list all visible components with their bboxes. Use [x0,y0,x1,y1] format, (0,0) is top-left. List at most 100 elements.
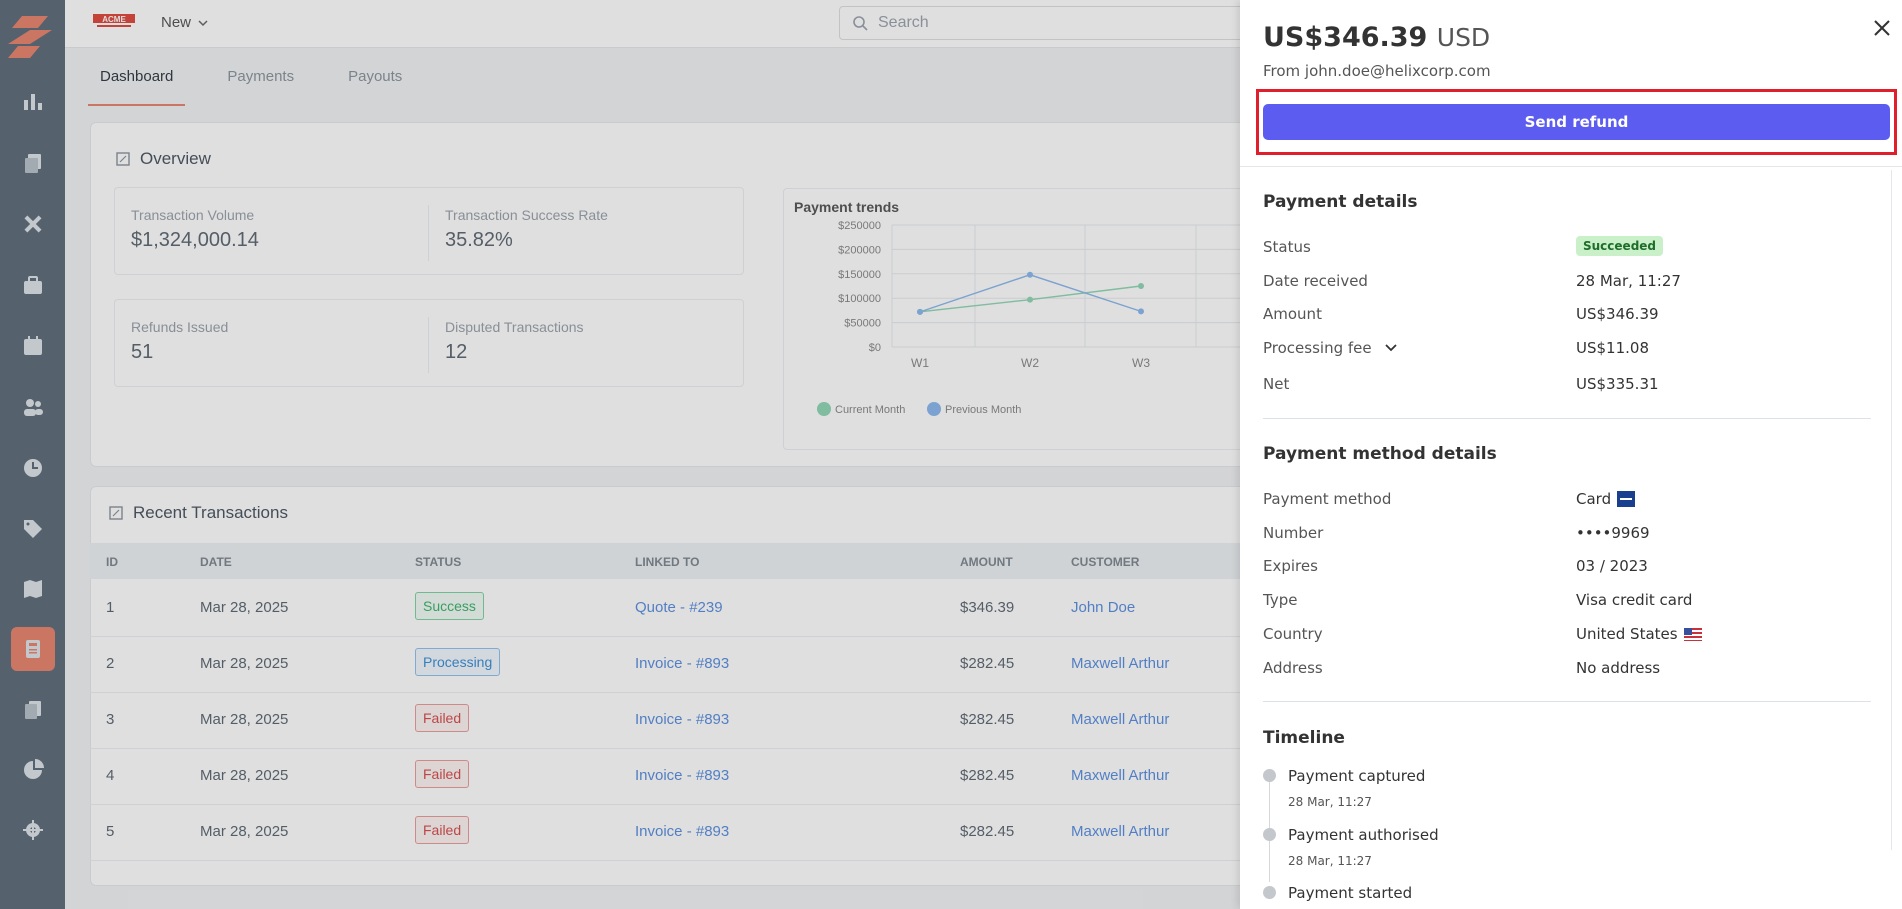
linked-to-link[interactable]: Invoice - #893 [635,655,730,672]
timeline-event-time: 28 Mar, 11:27 [1288,795,1372,809]
sidebar-item-settings[interactable] [14,811,52,849]
fee-label: Processing fee [1263,339,1372,357]
timeline-dot [1263,828,1276,841]
column-header[interactable]: STATUS [415,555,462,569]
cell-date: Mar 28, 2025 [200,823,289,840]
y-tick-label: $150000 [838,269,881,281]
table-row[interactable]: 2 Mar 28, 2025 Processing Invoice - #893 $28… [90,637,1270,693]
cell-id: 5 [106,823,115,840]
overview-title-text: Overview [140,149,211,168]
stat-refunds-issued: Refunds Issued 51 [131,319,228,364]
tab-dashboard[interactable]: Dashboard [88,54,186,106]
chevron-down-icon [1384,344,1397,352]
tab-payouts[interactable]: Payouts [348,68,403,85]
legend-swatch [817,402,831,416]
column-header[interactable]: CUSTOMER [1071,555,1140,569]
new-button-label: New [161,14,192,31]
sidebar-item-map[interactable] [14,570,52,608]
table-row[interactable]: 4 Mar 28, 2025 Failed Invoice - #893 $282.45… [90,749,1270,805]
cell-date: Mar 28, 2025 [200,711,289,728]
sidebar-item-calendar[interactable] [14,327,52,365]
stat-label: Transaction Success Rate [445,207,608,223]
table-row[interactable]: 1 Mar 28, 2025 Success Quote - #239 $346.39 J… [90,581,1270,637]
sidebar-item-analytics[interactable] [14,82,52,120]
sidebar-item-cases[interactable] [14,266,52,304]
column-header[interactable]: LINKED TO [635,555,700,569]
country-label: Country [1263,625,1323,643]
gear-icon [23,820,43,840]
stat-disputed: Disputed Transactions 12 [445,319,584,364]
chart-canvas: $250000 $200000 $150000 $100000 $50000 $0 W1 W2… [817,220,1264,416]
sidebar [0,0,65,909]
tab-bar: Dashboard Payments Payouts [88,54,444,106]
stat-value: $1,324,000.14 [131,229,259,251]
tab-payments[interactable]: Payments [227,68,295,85]
panel-currency: USD [1436,23,1491,52]
timeline-event-time: 28 Mar, 11:27 [1288,854,1372,868]
table-row[interactable]: 5 Mar 28, 2025 Failed Invoice - #893 $282.45… [90,805,1270,861]
sidebar-item-history[interactable] [14,449,52,487]
documents-icon [25,154,41,173]
panel-from: From john.doe@helixcorp.com [1263,62,1491,80]
expires-value: 03 / 2023 [1576,557,1648,575]
map-icon [24,580,42,598]
y-tick-label: $200000 [838,244,881,256]
data-point [1138,308,1144,315]
sidebar-item-files[interactable] [14,691,52,729]
linked-to-link[interactable]: Invoice - #893 [635,711,730,728]
status-badge: Failed [415,760,470,788]
report-icon [116,152,130,166]
type-label: Type [1263,591,1298,609]
customer-link[interactable]: Maxwell Arthur [1071,767,1170,784]
timeline-event-title: Payment captured [1288,767,1426,785]
timeline-dot [1263,886,1276,899]
customer-link[interactable]: Maxwell Arthur [1071,655,1170,672]
search-input[interactable]: Search [839,6,1319,40]
scrollbar[interactable] [1891,170,1902,850]
data-point [1138,283,1144,289]
table-row[interactable]: 3 Mar 28, 2025 Failed Invoice - #893 $282.45… [90,693,1270,749]
timeline-title: Timeline [1263,728,1345,748]
sidebar-item-tools[interactable] [14,205,52,243]
clock-icon [24,459,42,477]
legend-swatch [927,402,941,416]
number-value: ••••9969 [1576,524,1650,542]
new-button[interactable]: New [161,14,209,31]
sidebar-item-users[interactable] [14,388,52,426]
column-header[interactable]: AMOUNT [960,555,1013,569]
fee-value: US$11.08 [1576,339,1649,357]
logo-icon[interactable] [8,14,56,58]
column-header[interactable]: DATE [200,555,232,569]
stat-success-rate: Transaction Success Rate 35.82% [445,207,608,252]
search-placeholder: Search [878,14,929,31]
net-label: Net [1263,375,1290,393]
linked-to-link[interactable]: Invoice - #893 [635,823,730,840]
close-icon[interactable] [1870,16,1894,40]
linked-to-link[interactable]: Invoice - #893 [635,767,730,784]
linked-to-link[interactable]: Quote - #239 [635,599,723,616]
amount-label: Amount [1263,305,1322,323]
sidebar-item-tags[interactable] [14,510,52,548]
sidebar-item-billing[interactable] [11,627,55,671]
sidebar-item-reports[interactable] [14,751,52,789]
method-label: Payment method [1263,490,1392,508]
cell-date: Mar 28, 2025 [200,767,289,784]
payment-detail-panel: US$346.39 USD From john.doe@helixcorp.co… [1240,0,1902,909]
customer-link[interactable]: John Doe [1071,599,1136,616]
status-badge: Processing [415,648,501,676]
column-header[interactable]: ID [106,555,118,569]
customer-link[interactable]: Maxwell Arthur [1071,823,1170,840]
cell-id: 3 [106,711,115,728]
cell-amount: $282.45 [960,655,1015,672]
tag-icon [24,520,42,538]
processing-fee-toggle[interactable]: Processing fee [1263,339,1398,357]
stat-value: 12 [445,341,468,363]
send-refund-button[interactable]: Send refund [1263,104,1890,140]
customer-link[interactable]: Maxwell Arthur [1071,711,1170,728]
date-value: 28 Mar, 11:27 [1576,272,1681,290]
modal-backdrop[interactable] [0,0,1240,909]
sidebar-item-documents[interactable] [14,144,52,182]
status-label: Status [1263,238,1311,256]
x-tick-label: W3 [1132,356,1150,370]
visa-card-icon [1617,491,1636,507]
